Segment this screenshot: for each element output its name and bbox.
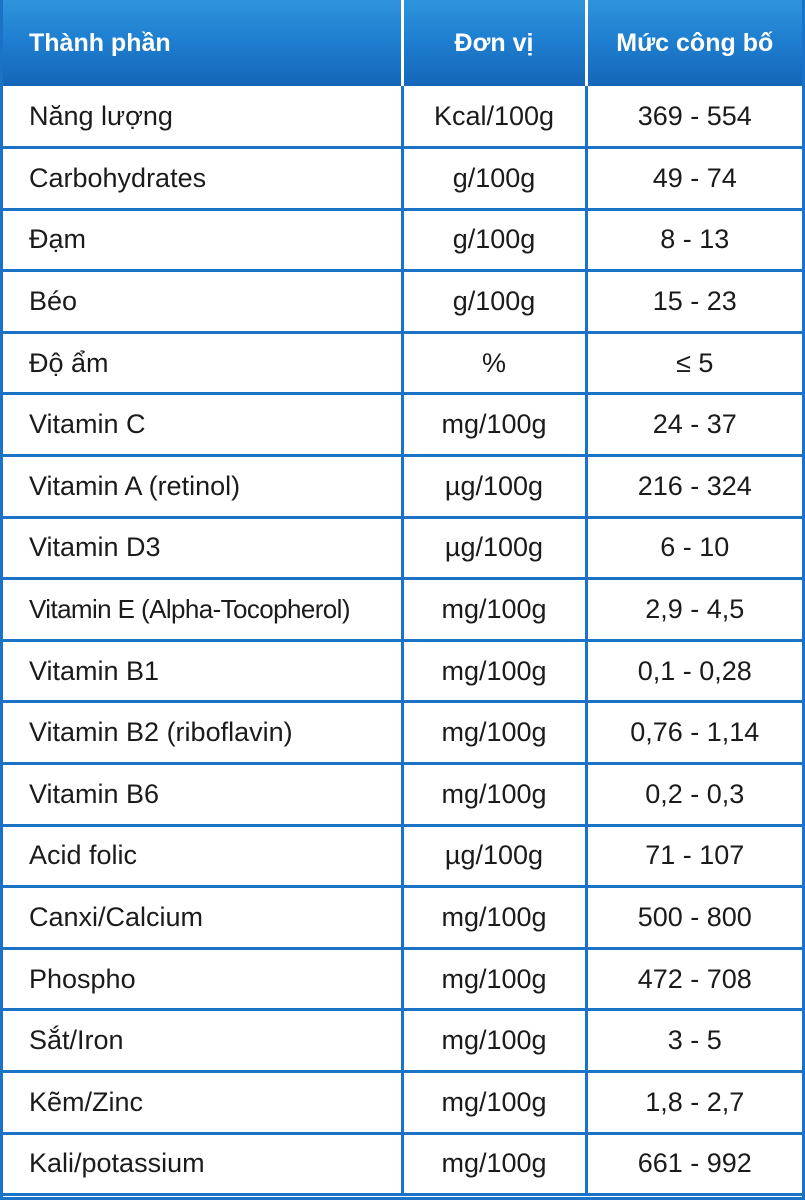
cell-component: Kẽm/Zinc bbox=[3, 1071, 404, 1135]
cell-declared-value: 15 - 23 bbox=[586, 270, 802, 334]
table-row: Kẽm/Zinc mg/100g 1,8 - 2,7 bbox=[3, 1071, 802, 1135]
cell-unit: µg/100g bbox=[402, 517, 588, 581]
cell-component: Đạm bbox=[3, 209, 404, 273]
table-body: Năng lượng Kcal/100g 369 - 554 Carbohydrate… bbox=[3, 86, 802, 1197]
cell-unit: µg/100g bbox=[402, 825, 588, 889]
cell-declared-value: 24 - 37 bbox=[586, 393, 802, 458]
table-row: Vitamin B2 (riboflavin) mg/100g 0,76 - 1,1… bbox=[3, 701, 802, 766]
cell-component: Sắt/Iron bbox=[3, 1009, 404, 1073]
nutrition-table: Thành phần Đơn vị Mức công bố Năng lượng… bbox=[3, 0, 802, 1197]
table-header: Thành phần Đơn vị Mức công bố bbox=[3, 0, 802, 86]
cell-declared-value: 0,76 - 1,14 bbox=[586, 701, 802, 766]
table-row: Acid folic µg/100g 71 - 107 bbox=[3, 825, 802, 889]
cell-declared-value: 216 - 324 bbox=[586, 455, 802, 519]
table-row: Vitamin A (retinol) µg/100g 216 - 324 bbox=[3, 455, 802, 519]
cell-declared-value: 472 - 708 bbox=[586, 948, 802, 1012]
cell-unit: mg/100g bbox=[402, 393, 588, 458]
cell-declared-value: 2,9 - 4,5 bbox=[586, 578, 802, 642]
table-row: Canxi/Calcium mg/100g 500 - 800 bbox=[3, 886, 802, 950]
cell-component: Canxi/Calcium bbox=[3, 886, 404, 950]
table-row: Sắt/Iron mg/100g 3 - 5 bbox=[3, 1009, 802, 1073]
header-declared-value: Mức công bố bbox=[586, 0, 802, 86]
cell-component: Năng lượng bbox=[3, 86, 404, 150]
cell-unit: µg/100g bbox=[402, 455, 588, 519]
table-row: Phospho mg/100g 472 - 708 bbox=[3, 948, 802, 1012]
cell-component: Kali/potassium bbox=[3, 1133, 404, 1197]
cell-component: Vitamin C bbox=[3, 393, 404, 458]
cell-unit: mg/100g bbox=[402, 948, 588, 1012]
table-row: Đạm g/100g 8 - 13 bbox=[3, 209, 802, 273]
cell-component: Vitamin D3 bbox=[3, 517, 404, 581]
cell-component: Vitamin B1 bbox=[3, 640, 404, 704]
cell-component: Vitamin B6 bbox=[3, 763, 404, 827]
cell-component: Vitamin A (retinol) bbox=[3, 455, 404, 519]
cell-unit: mg/100g bbox=[402, 640, 588, 704]
cell-declared-value: 6 - 10 bbox=[586, 517, 802, 581]
cell-component: Béo bbox=[3, 270, 404, 334]
cell-declared-value: 661 - 992 bbox=[586, 1133, 802, 1197]
table-row: Kali/potassium mg/100g 661 - 992 bbox=[3, 1133, 802, 1197]
cell-unit: % bbox=[402, 332, 588, 396]
cell-component: Vitamin E (Alpha-Tocopherol) bbox=[3, 578, 404, 642]
cell-unit: mg/100g bbox=[402, 578, 588, 642]
cell-unit: mg/100g bbox=[402, 1009, 588, 1073]
cell-declared-value: 369 - 554 bbox=[586, 86, 802, 150]
table-row: Béo g/100g 15 - 23 bbox=[3, 270, 802, 334]
cell-component: Phospho bbox=[3, 948, 404, 1012]
table-row: Vitamin E (Alpha-Tocopherol) mg/100g 2,9 -… bbox=[3, 578, 802, 642]
table-row: Vitamin B6 mg/100g 0,2 - 0,3 bbox=[3, 763, 802, 827]
table-row: Vitamin D3 µg/100g 6 - 10 bbox=[3, 517, 802, 581]
cell-declared-value: 1,8 - 2,7 bbox=[586, 1071, 802, 1135]
cell-unit: mg/100g bbox=[402, 886, 588, 950]
cell-unit: Kcal/100g bbox=[402, 86, 588, 150]
table-row: Carbohydrates g/100g 49 - 74 bbox=[3, 147, 802, 211]
cell-unit: mg/100g bbox=[402, 1133, 588, 1197]
cell-declared-value: 71 - 107 bbox=[586, 825, 802, 889]
table-row: Độ ẩm% ≤ 5 bbox=[3, 332, 802, 396]
cell-component: Acid folic bbox=[3, 825, 404, 889]
cell-unit: mg/100g bbox=[402, 701, 588, 766]
cell-unit: mg/100g bbox=[402, 763, 588, 827]
header-row: Thành phần Đơn vị Mức công bố bbox=[3, 0, 802, 86]
cell-unit: g/100g bbox=[402, 147, 588, 211]
cell-declared-value: 49 - 74 bbox=[586, 147, 802, 211]
cell-declared-value: 0,2 - 0,3 bbox=[586, 763, 802, 827]
header-component: Thành phần bbox=[3, 0, 404, 86]
cell-component: Carbohydrates bbox=[3, 147, 404, 211]
table-row: Vitamin B1 mg/100g 0,1 - 0,28 bbox=[3, 640, 802, 704]
cell-unit: g/100g bbox=[402, 270, 588, 334]
cell-declared-value: 0,1 - 0,28 bbox=[586, 640, 802, 704]
cell-component: Độ ẩm bbox=[3, 332, 404, 396]
cell-component: Vitamin B2 (riboflavin) bbox=[3, 701, 404, 766]
table-row: Năng lượng Kcal/100g 369 - 554 bbox=[3, 86, 802, 150]
cell-unit: g/100g bbox=[402, 209, 588, 273]
cell-unit: mg/100g bbox=[402, 1071, 588, 1135]
cell-declared-value: 3 - 5 bbox=[586, 1009, 802, 1073]
cell-declared-value: ≤ 5 bbox=[586, 332, 802, 396]
cell-declared-value: 500 - 800 bbox=[586, 886, 802, 950]
cell-declared-value: 8 - 13 bbox=[586, 209, 802, 273]
header-unit: Đơn vị bbox=[402, 0, 588, 86]
